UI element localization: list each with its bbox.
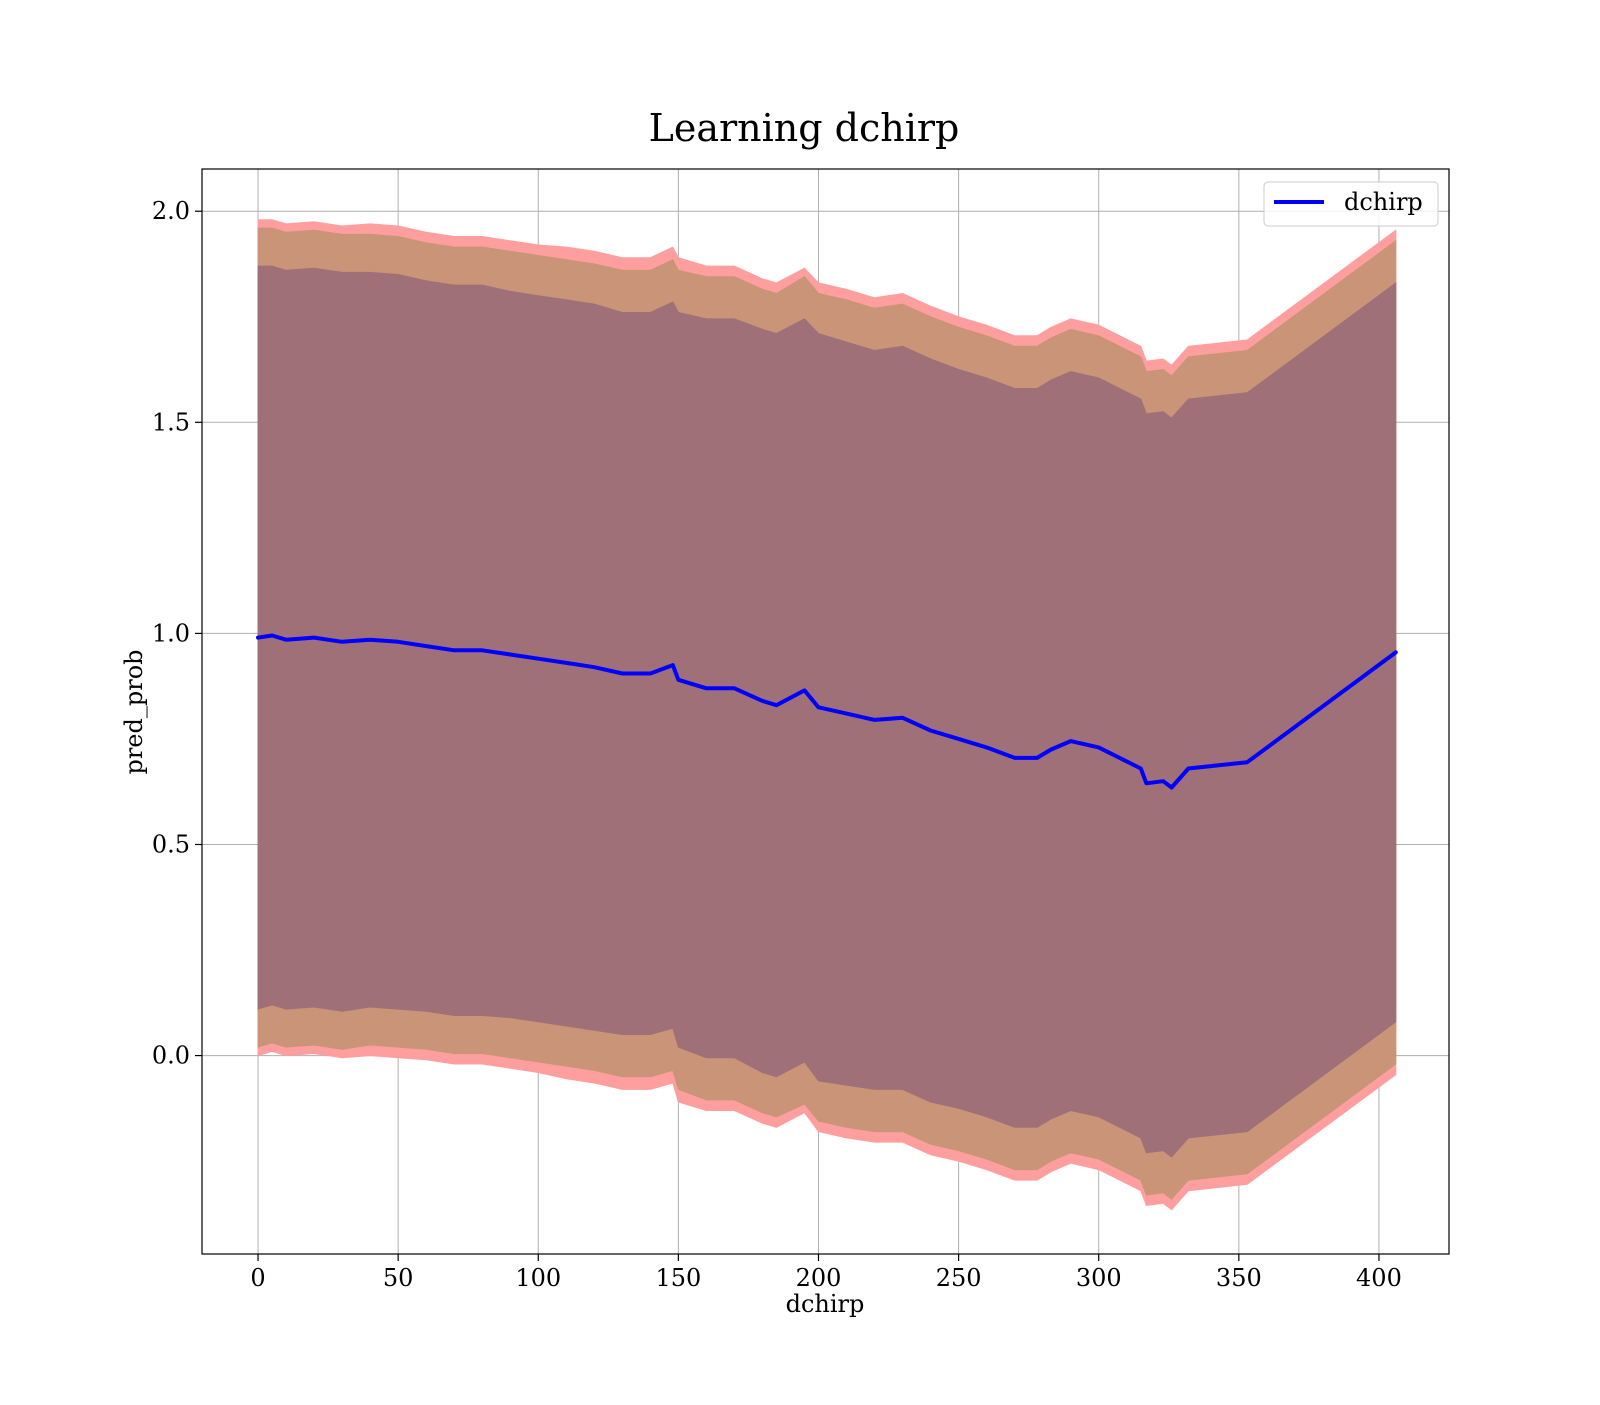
x-tick-label: 200: [796, 1264, 842, 1292]
x-tick-label: 350: [1216, 1264, 1262, 1292]
plot-area: [202, 169, 1449, 1254]
x-tick-label: 100: [515, 1264, 561, 1292]
y-tick-label: 0.5: [152, 830, 190, 858]
y-tick-label: 2.0: [152, 197, 190, 225]
y-axis: 0.0 0.5 1.0 1.5 2.0: [152, 197, 202, 1070]
x-tick-label: 150: [655, 1264, 701, 1292]
x-tick-label: 50: [383, 1264, 414, 1292]
chart-title: Learning dchirp: [649, 106, 960, 150]
legend-label: dchirp: [1344, 188, 1423, 216]
confidence-band-inner: [257, 265, 1397, 1158]
legend: dchirp: [1263, 181, 1439, 227]
x-tick-label: 400: [1356, 1264, 1402, 1292]
x-axis-label: dchirp: [786, 1290, 865, 1318]
x-tick-label: 0: [250, 1264, 265, 1292]
y-tick-label: 1.0: [152, 619, 190, 647]
x-axis: 0 50 100 150 200 250 300 350 400: [250, 1254, 1402, 1292]
x-tick-label: 300: [1076, 1264, 1122, 1292]
y-tick-label: 1.5: [152, 408, 190, 436]
legend-box: [1263, 181, 1439, 227]
y-axis-label: pred_prob: [120, 649, 148, 774]
y-tick-label: 0.0: [152, 1042, 190, 1070]
x-tick-label: 250: [936, 1264, 982, 1292]
series-line-dchirp: [256, 633, 1398, 790]
plot-frame: [201, 168, 1450, 1255]
